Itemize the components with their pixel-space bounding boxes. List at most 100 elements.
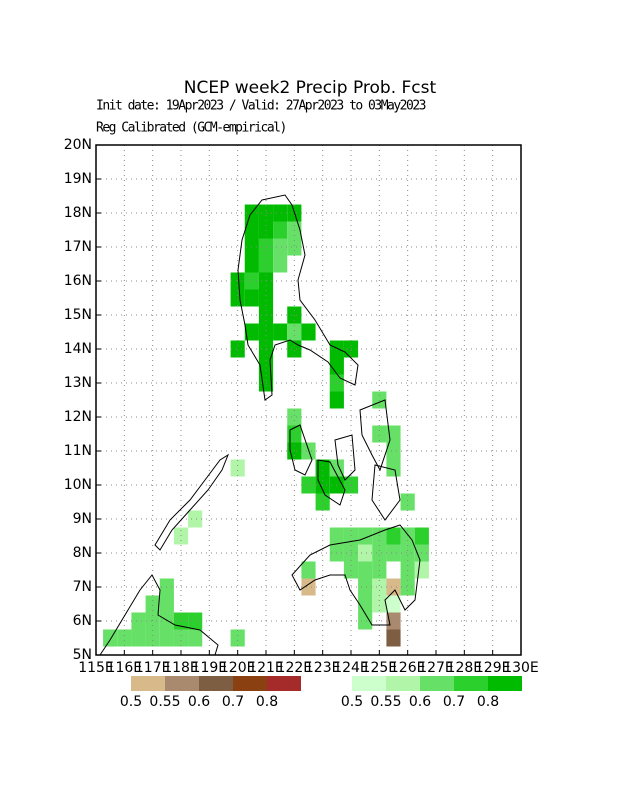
grid-cell [386, 459, 401, 477]
grid-cell [173, 629, 189, 647]
grid-cell [301, 476, 316, 494]
grid-cell [386, 442, 401, 460]
y-tick-label: 20N [64, 137, 92, 153]
x-tick-label: 123E [305, 660, 341, 676]
grid-cell [372, 595, 387, 613]
grid-cell [329, 357, 344, 375]
y-tick-label: 10N [64, 477, 92, 493]
title: NCEP week2 Precip Prob. Fcst [184, 78, 437, 98]
legend-swatch [352, 676, 386, 691]
legend-swatch [488, 676, 522, 691]
y-tick-label: 5N [73, 647, 92, 663]
grid-cell [358, 578, 373, 596]
x-tick-label: 115E [78, 660, 114, 676]
grid-cell [386, 595, 401, 613]
y-tick-label: 14N [64, 341, 92, 357]
x-tick-label: 126E [390, 660, 426, 676]
x-tick-label: 117E [135, 660, 171, 676]
grid-cell [414, 527, 429, 545]
grid-cell [188, 612, 203, 630]
legend-swatch [131, 676, 165, 691]
grid-cell [273, 238, 288, 256]
subtitle: Reg Calibrated (GCM-empirical) [96, 121, 286, 136]
grid-cell [159, 629, 174, 647]
x-tick-label: 129E [475, 660, 511, 676]
y-tick-label: 13N [64, 375, 92, 391]
cells [103, 204, 429, 647]
grid-cell [414, 561, 429, 579]
y-tick-label: 8N [73, 545, 92, 561]
grid-cell [400, 493, 415, 511]
grid-cell [273, 255, 288, 273]
legend-swatch [233, 676, 267, 691]
grid-cell [145, 629, 160, 647]
y-tick-label: 7N [73, 579, 92, 595]
grid-cell [188, 629, 203, 647]
y-tick-label: 11N [64, 443, 92, 459]
legend-label: 0.6 [188, 694, 210, 710]
grid-cell [273, 221, 288, 239]
grid-cell [386, 578, 401, 596]
grid-cell [358, 561, 373, 579]
grid-cell [329, 527, 344, 545]
grid-cell [131, 612, 146, 630]
legend-label: 0.55 [149, 694, 180, 710]
grid-cell [273, 204, 288, 222]
grid-cell [244, 255, 259, 273]
legend-swatch [420, 676, 454, 691]
grid [96, 145, 521, 655]
grid-cell [358, 595, 373, 613]
grid-cell [329, 459, 344, 477]
grid-cell [287, 323, 302, 341]
legend-label: 0.8 [256, 694, 278, 710]
coastline [237, 194, 359, 401]
grid-cell [301, 561, 316, 579]
grid-cell [287, 238, 302, 256]
grid-cell [386, 544, 401, 562]
coastline [291, 524, 421, 626]
legend-swatch [267, 676, 301, 691]
y-tick-label: 16N [64, 273, 92, 289]
grid-cell [400, 544, 415, 562]
x-tick-label: 124E [333, 660, 369, 676]
x-tick-label: 122E [277, 660, 313, 676]
grid-cell [273, 323, 288, 341]
legend-label: 0.5 [341, 694, 363, 710]
coastline [289, 399, 401, 521]
legend-swatch [165, 676, 199, 691]
x-tick-label: 130E [503, 660, 539, 676]
grid-cell [400, 578, 415, 596]
legend-label: 0.8 [477, 694, 499, 710]
grid-cell [188, 510, 203, 528]
y-tick-label: 17N [64, 239, 92, 255]
grid-cell [372, 425, 387, 443]
legend-label: 0.7 [222, 694, 244, 710]
coastline [99, 574, 219, 656]
y-tick-label: 15N [64, 307, 92, 323]
grid-cell [315, 493, 330, 511]
y-tick-label: 6N [73, 613, 92, 629]
grid-cell [258, 289, 274, 307]
grid-cell [230, 459, 245, 477]
x-tick-label: 125E [362, 660, 398, 676]
grid-cell [145, 595, 160, 613]
grid-cell [386, 527, 401, 545]
legend-label: 0.55 [370, 694, 401, 710]
grid-cell [301, 578, 316, 596]
axes: 115E116E117E118E119E120E121E122E123E124E… [64, 137, 539, 676]
grid-cell [117, 629, 132, 647]
subtitle: Init date: 19Apr2023 / Valid: 27Apr2023 … [96, 99, 426, 114]
legend-label: 0.6 [409, 694, 431, 710]
y-tick-label: 9N [73, 511, 92, 527]
legend-swatch [386, 676, 420, 691]
grid-cell [287, 408, 302, 426]
grid-cell [258, 255, 274, 273]
grid-cell [258, 323, 274, 341]
x-tick-label: 120E [220, 660, 256, 676]
grid-cell [329, 391, 344, 409]
x-tick-label: 116E [107, 660, 143, 676]
grid-cell [358, 527, 373, 545]
x-tick-label: 128E [447, 660, 483, 676]
grid-cell [230, 629, 245, 647]
grid-cell [358, 612, 373, 630]
